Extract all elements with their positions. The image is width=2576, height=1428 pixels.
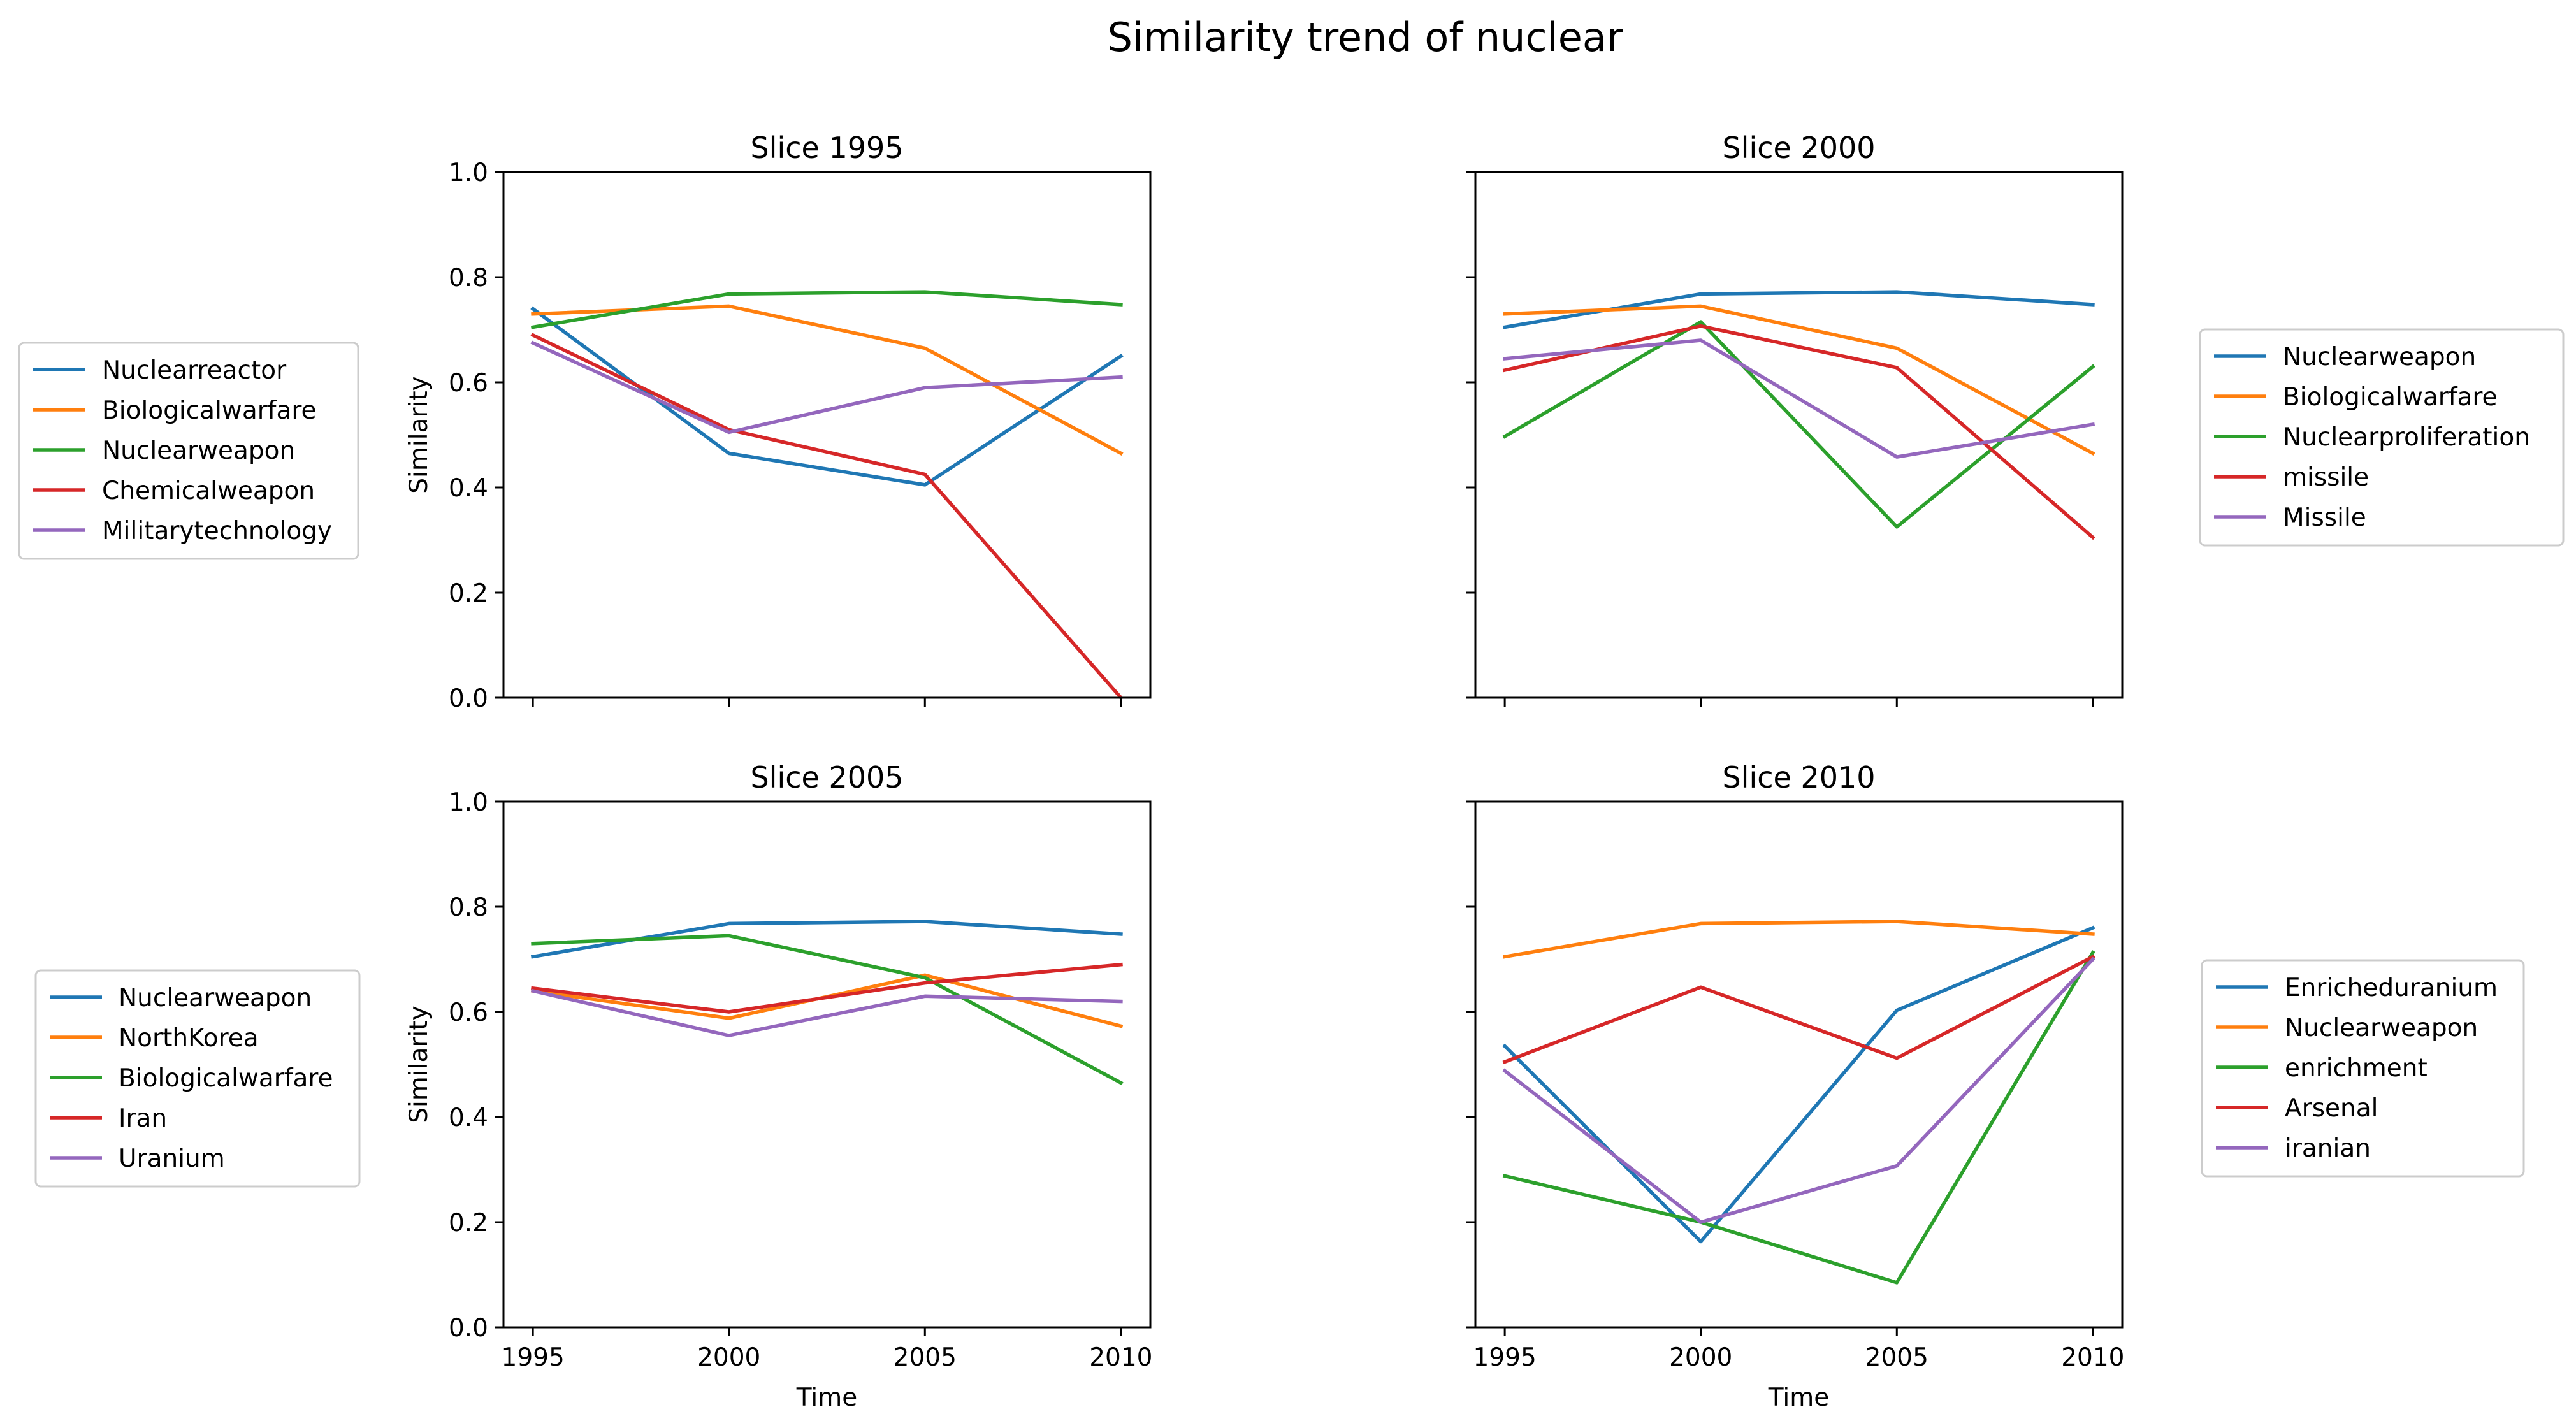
y-axis-label: Similarity [405, 376, 433, 493]
x-tick-label: 2005 [894, 1343, 957, 1372]
legend-entry: Uranium [119, 1144, 225, 1173]
y-tick-label: 0.2 [449, 579, 488, 608]
legend: Nuclearweapon Biologicalwarfare Nuclearpro… [2199, 328, 2565, 547]
x-axis-label: Time [796, 1383, 857, 1412]
series-line-enrichment [1502, 950, 2095, 1285]
legend-entry: Biologicalwarfare [2283, 383, 2498, 412]
series-line-biologicalwarfare [531, 934, 1124, 1086]
figure-title: Similarity trend of nuclear [1108, 14, 1623, 61]
series-line-iran [531, 962, 1123, 1014]
legend-box [2201, 959, 2525, 1178]
series-line-missile [1503, 338, 2095, 459]
y-tick-label: 0.4 [449, 474, 488, 503]
legend: Enricheduranium Nuclearweapon enrichment Ar… [2201, 959, 2525, 1178]
legend-entry: Biologicalwarfare [119, 1064, 333, 1093]
series-line-uranium [530, 988, 1123, 1037]
subplot-title: Slice 2005 [750, 760, 903, 795]
legend-entry: missile [2283, 463, 2369, 492]
subplot-title: Slice 2010 [1722, 760, 1875, 795]
y-tick-label: 0.0 [449, 1314, 488, 1343]
axes-frame [502, 171, 1152, 699]
legend-entry: Enricheduranium [2285, 974, 2498, 1002]
legend-entry: iranian [2285, 1134, 2371, 1163]
x-tick-label: 2000 [1669, 1343, 1732, 1372]
x-tick-label: 1995 [502, 1343, 565, 1372]
series-line-militarytechnology [530, 340, 1123, 435]
y-tick-label: 1.0 [449, 159, 488, 187]
subplot-3: Slice 2005 0.0 0.2 0.4 0.6 0.8 1.0 1995 2000 2005… [34, 760, 1152, 1412]
subplots: Slice 1995 0.0 0.2 0.4 0.6 0.8 1.0 Similarity Nu… [18, 131, 2565, 1412]
legend-entry: NorthKorea [119, 1024, 259, 1053]
x-tick-label: 1995 [1473, 1343, 1537, 1372]
legend-entry: Arsenal [2285, 1094, 2378, 1123]
series-line-arsenal [1502, 954, 2095, 1064]
legend-box [18, 342, 359, 560]
legend: Nuclearreactor Biologicalwarfare Nuclearwe… [18, 342, 359, 560]
subplot-title: Slice 2000 [1722, 131, 1875, 165]
subplot-4: Slice 2010 1995 2000 2005 2010 Time Enrichedur… [1466, 760, 2525, 1412]
legend-entry: Nuclearweapon [2285, 1014, 2478, 1042]
y-tick-label: 0.4 [449, 1104, 488, 1132]
subplot-title: Slice 1995 [750, 131, 903, 165]
series-line-iranian [1502, 956, 2095, 1224]
x-tick-label: 2005 [1865, 1343, 1928, 1372]
y-tick-label: 0.0 [449, 684, 488, 713]
y-tick-label: 0.8 [449, 264, 488, 292]
series-line-biologicalwarfare [1503, 304, 2095, 456]
legend-box [2199, 328, 2565, 547]
legend-box [34, 969, 361, 1188]
axes-frame [1474, 171, 2124, 699]
series-line-enricheduranium [1502, 925, 2095, 1244]
x-tick-label: 2010 [2061, 1343, 2124, 1372]
legend-entry: Nuclearweapon [102, 436, 295, 465]
y-tick-label: 0.2 [449, 1209, 488, 1237]
series-line-nuclearweapon [1502, 920, 2095, 959]
subplot-2: Slice 2000 Nuclearweapon Biologicalwarfare… [1466, 131, 2565, 707]
y-tick-label: 0.6 [449, 999, 488, 1027]
x-tick-label: 2000 [697, 1343, 760, 1372]
axes-frame [1474, 800, 2124, 1329]
series-line-nuclearweapon [530, 290, 1123, 329]
legend-entry: Iran [119, 1104, 167, 1133]
legend-entry: Biologicalwarfare [102, 396, 317, 425]
y-tick-label: 0.6 [449, 369, 488, 398]
series-line-chemicalweapon [530, 333, 1124, 700]
y-tick-label: 1.0 [449, 788, 488, 817]
legend: Nuclearweapon NorthKorea Biologicalwarfare… [34, 969, 361, 1188]
series-line-nuclearproliferation [1502, 320, 2095, 529]
legend-entry: Nuclearweapon [2283, 343, 2476, 371]
legend-entry: Missile [2283, 503, 2366, 532]
legend-entry: Nuclearreactor [102, 356, 287, 385]
legend-entry: enrichment [2285, 1054, 2428, 1083]
y-axis-label: Similarity [405, 1006, 433, 1123]
subplot-1: Slice 1995 0.0 0.2 0.4 0.6 0.8 1.0 Similarity Nu… [18, 131, 1152, 713]
axes-frame [502, 800, 1152, 1329]
legend-entry: Nuclearproliferation [2283, 423, 2530, 452]
legend-entry: Nuclearweapon [119, 984, 312, 1013]
x-axis-label: Time [1768, 1383, 1829, 1412]
y-tick-label: 0.8 [449, 893, 488, 922]
x-tick-label: 2010 [1089, 1343, 1152, 1372]
legend-entry: Militarytechnology [102, 517, 332, 545]
legend-entry: Chemicalweapon [102, 477, 315, 505]
